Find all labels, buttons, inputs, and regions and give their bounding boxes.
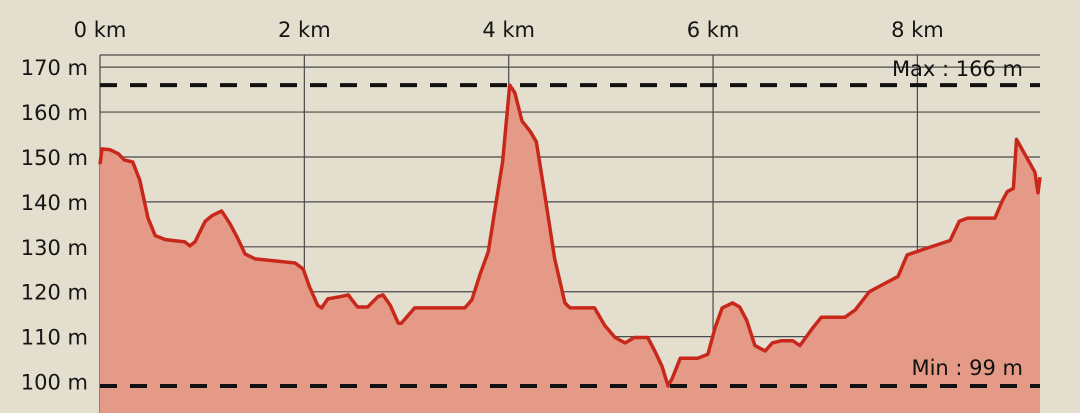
x-tick-label: 2 km: [278, 18, 331, 42]
x-tick-label: 8 km: [891, 18, 944, 42]
y-tick-label: 120 m: [21, 281, 88, 305]
y-axis-ticks: 100 m 110 m 120 m 130 m 140 m 150 m 160 m 170 m: [21, 56, 88, 394]
y-tick-label: 110 m: [21, 326, 88, 350]
max-elevation-label: Max : 166 m: [892, 57, 1023, 81]
x-tick-label: 4 km: [482, 18, 535, 42]
x-tick-label: 0 km: [74, 18, 127, 42]
elevation-line: [98, 83, 1042, 388]
min-elevation-label: Min : 99 m: [911, 356, 1023, 380]
y-tick-label: 100 m: [21, 371, 88, 395]
elevation-area-fill: [100, 85, 1040, 413]
y-tick-label: 140 m: [21, 191, 88, 215]
x-axis-ticks: 0 km 2 km 4 km 6 km 8 km: [74, 18, 944, 42]
y-tick-label: 160 m: [21, 101, 88, 125]
y-tick-label: 130 m: [21, 236, 88, 260]
x-tick-label: 6 km: [687, 18, 740, 42]
reference-lines: [100, 83, 1040, 389]
y-tick-label: 150 m: [21, 146, 88, 170]
y-tick-label: 170 m: [21, 56, 88, 80]
